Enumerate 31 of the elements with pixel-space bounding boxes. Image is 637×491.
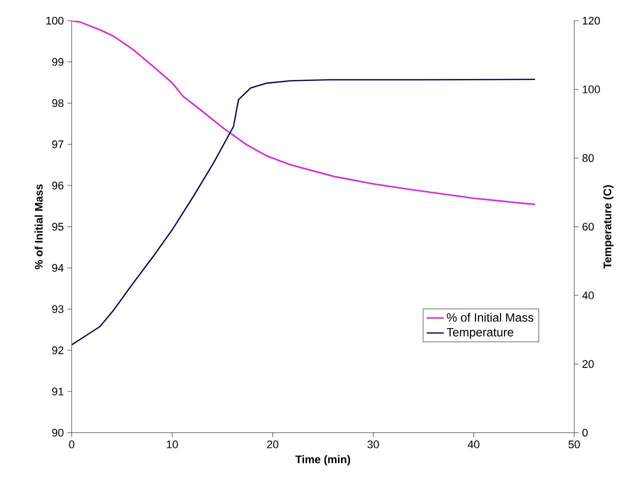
y-axis-title: % of Initial Mass: [34, 184, 43, 270]
y-tick-label: 93: [52, 305, 64, 313]
y2-tick-label: 100: [582, 85, 600, 94]
y-tick-label: 100: [46, 16, 64, 25]
y-tick-label: 91: [52, 388, 64, 396]
x-tick-label: 0: [69, 440, 74, 448]
x-tick-label: 20: [267, 440, 278, 448]
y-tick-label: 98: [52, 99, 64, 107]
x-tick-label: 50: [568, 440, 580, 448]
y-tick-label: 96: [52, 182, 64, 190]
y-tick-label: 99: [52, 58, 64, 66]
x-axis-title: Time (min): [295, 455, 350, 466]
y2-tick-label: 20: [582, 360, 594, 368]
legend-label: Temperature: [446, 328, 514, 339]
y2-tick-label: 80: [582, 154, 594, 162]
line-series: [72, 20, 536, 206]
y-tick-label: 95: [52, 222, 64, 231]
line-series: [72, 78, 536, 346]
y2-tick-label: 60: [582, 222, 594, 231]
y2-tick-label: 40: [582, 291, 594, 300]
y-tick-label: 97: [52, 140, 64, 148]
y2-tick-label: 0: [582, 428, 588, 437]
y2-tick-label: 120: [582, 16, 600, 25]
legend-label: % of Initial Mass: [446, 312, 534, 322]
x-tick-label: 30: [368, 440, 379, 448]
y2-axis-title: Temperature (C): [603, 185, 614, 269]
y-tick-label: 92: [52, 346, 64, 354]
y-tick-label: 94: [52, 264, 64, 272]
y-tick-label: 90: [52, 428, 64, 437]
x-tick-label: 10: [166, 440, 178, 448]
x-tick-label: 40: [468, 440, 480, 448]
